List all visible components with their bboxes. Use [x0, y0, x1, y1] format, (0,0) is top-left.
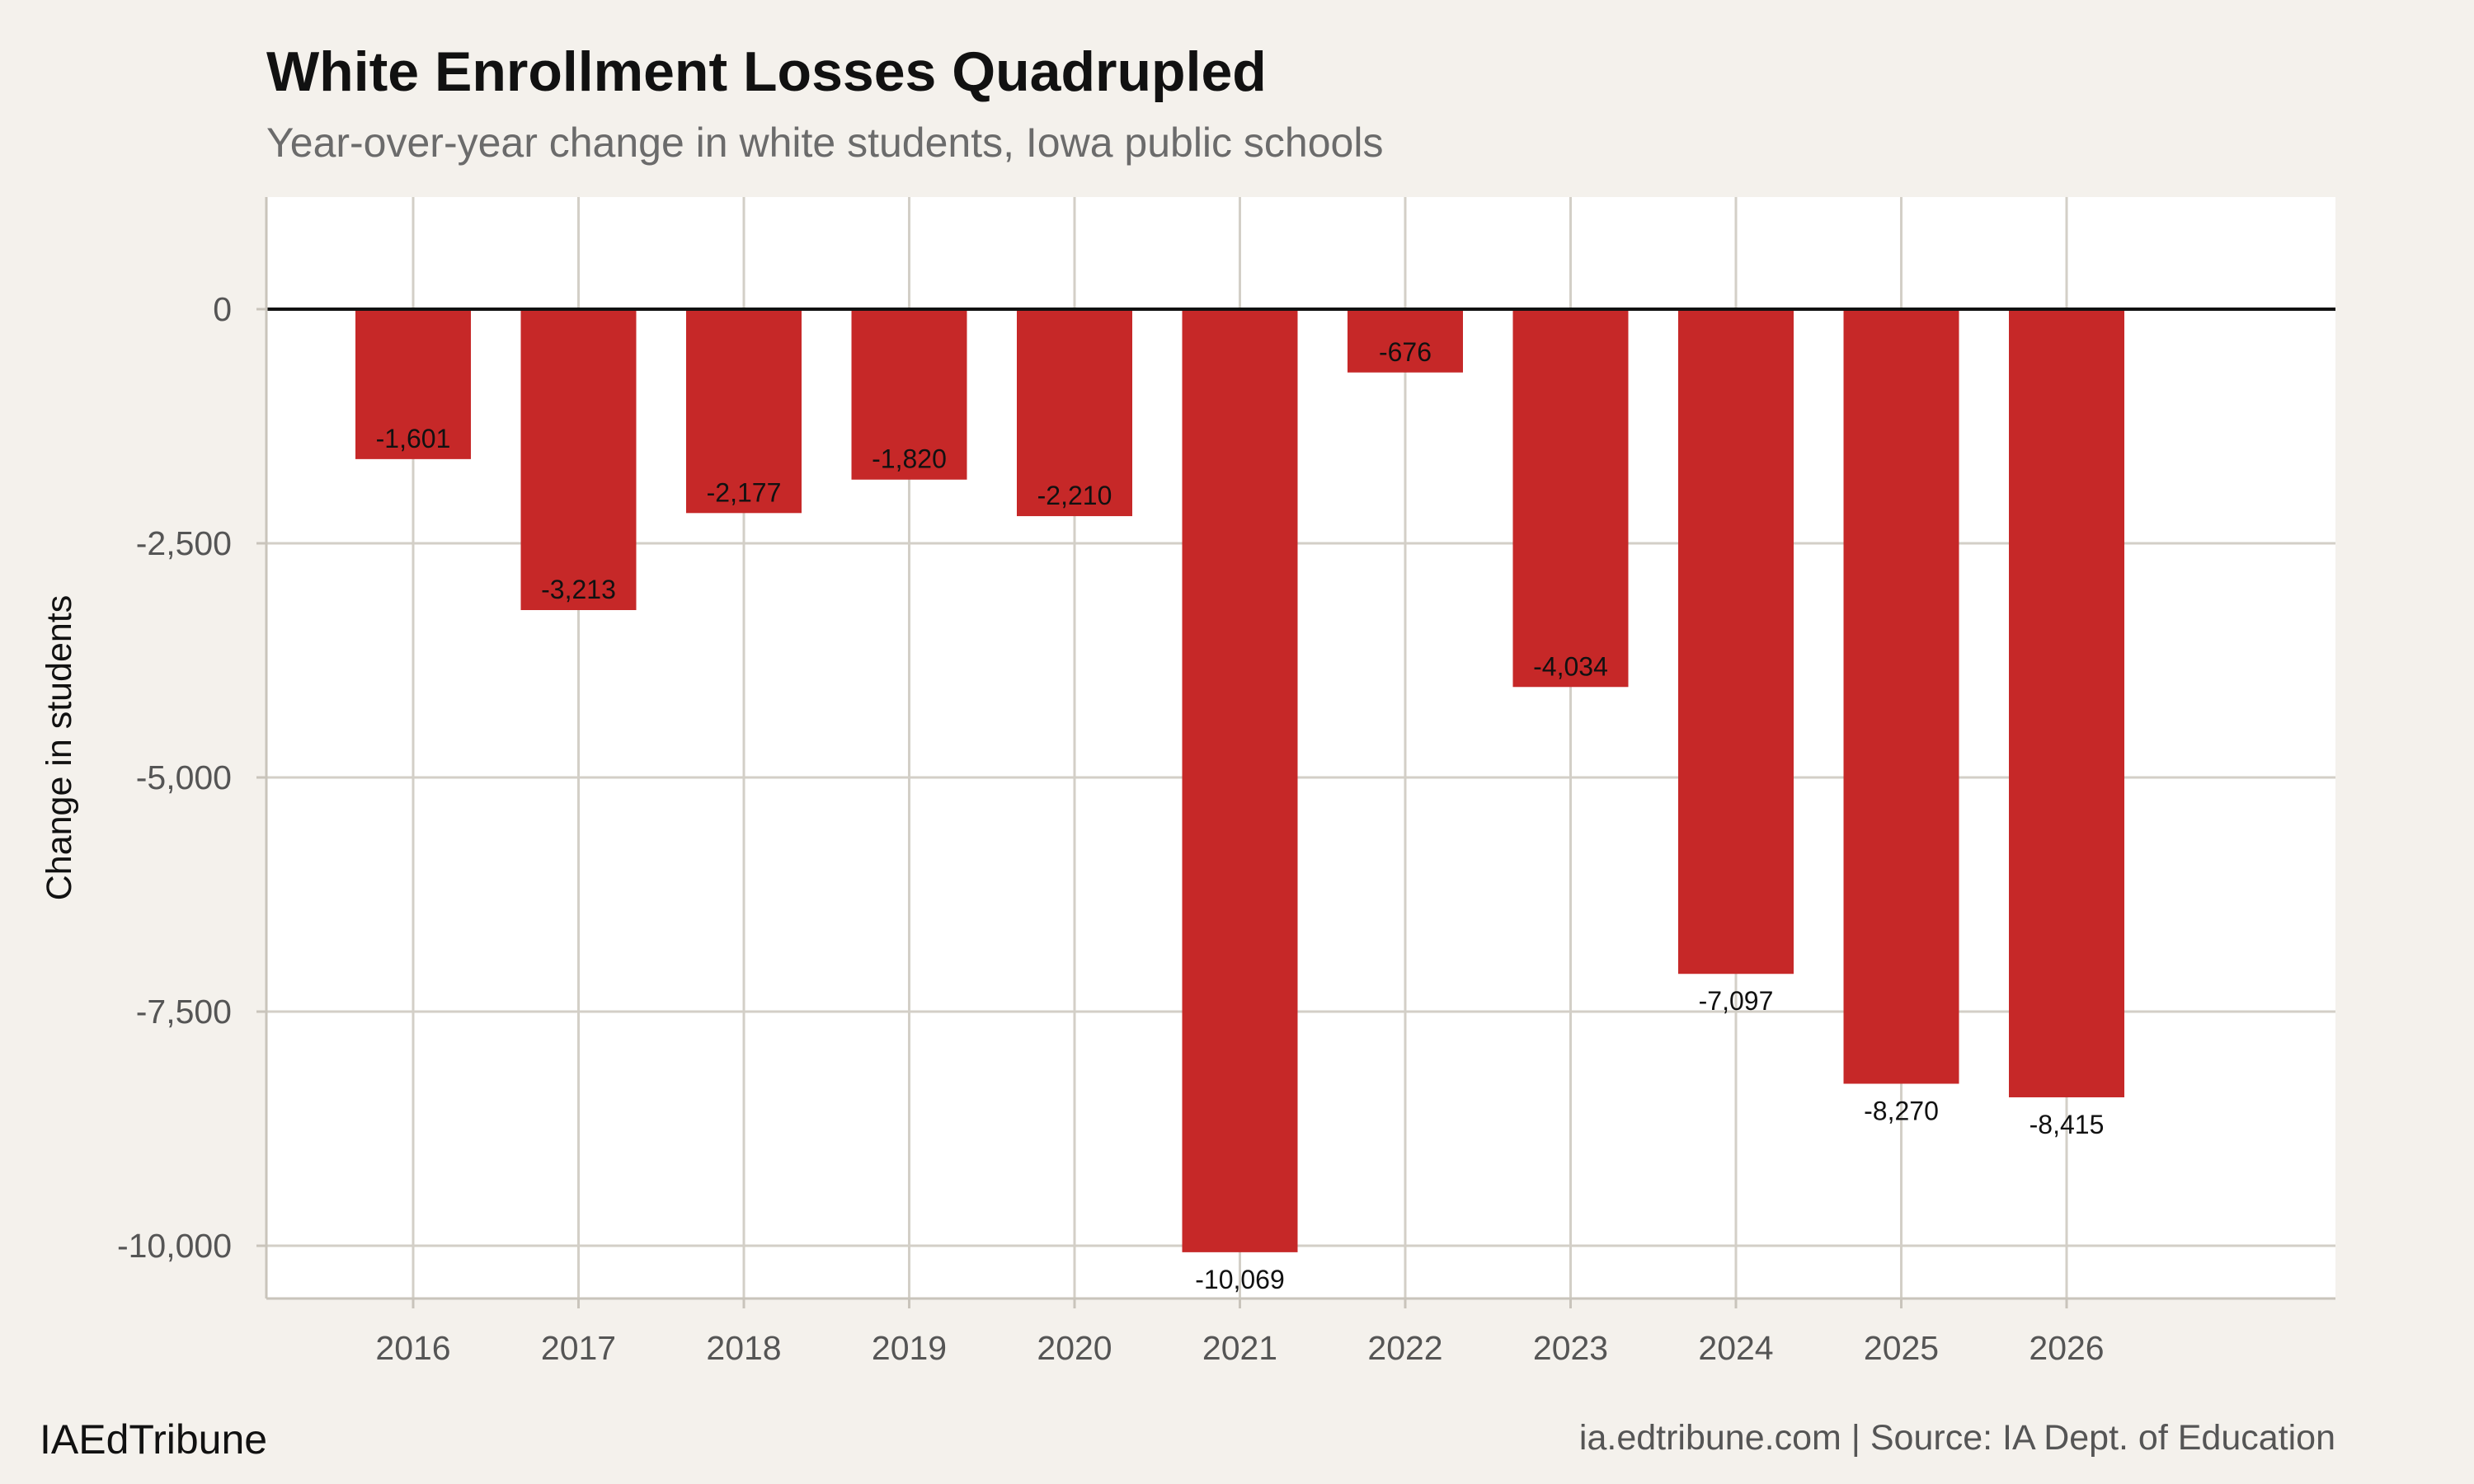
x-tick-label: 2024 [1698, 1329, 1773, 1367]
data-label-2016: -1,601 [376, 424, 451, 453]
x-tick-label: 2021 [1202, 1329, 1277, 1367]
bar-2018 [686, 308, 802, 514]
data-label-2026: -8,415 [2030, 1110, 2105, 1139]
y-tick-label: 0 [213, 290, 232, 328]
data-label-2018: -2,177 [707, 477, 782, 507]
bars [355, 308, 2124, 1252]
data-label-2022: -676 [1379, 337, 1432, 367]
x-tick-label: 2018 [706, 1329, 781, 1367]
y-tick-label: -10,000 [117, 1227, 232, 1265]
x-tick-label: 2026 [2029, 1329, 2104, 1367]
data-label-2019: -1,820 [872, 444, 947, 474]
x-tick-label: 2017 [541, 1329, 616, 1367]
data-label-2021: -10,069 [1195, 1265, 1285, 1294]
bar-2021 [1182, 308, 1298, 1252]
bar-2024 [1678, 308, 1794, 974]
y-tick-label: -5,000 [136, 758, 232, 796]
bar-2016 [355, 308, 471, 459]
x-tick-label: 2025 [1864, 1329, 1939, 1367]
data-label-2023: -4,034 [1533, 651, 1608, 681]
data-label-2017: -3,213 [541, 575, 616, 604]
footer-source: ia.edtribune.com | Source: IA Dept. of E… [1579, 1418, 2335, 1458]
bar-2020 [1017, 308, 1132, 517]
bar-2022 [1348, 308, 1463, 373]
chart-title: White Enrollment Losses Quadrupled [266, 40, 1267, 103]
bar-2025 [1843, 308, 1959, 1084]
bar-2017 [520, 308, 637, 610]
y-axis-label: Change in students [40, 595, 79, 901]
x-tick-label: 2022 [1367, 1329, 1442, 1367]
x-tick-label: 2019 [872, 1329, 947, 1367]
data-labels: -1,601 -3,213 -2,177 -1,820 -2,210 -10,069 -67… [376, 337, 2105, 1294]
y-tick-label: -2,500 [136, 524, 232, 562]
data-label-2020: -2,210 [1037, 481, 1112, 510]
x-axis-ticks: 2016 2017 2018 2019 2020 2021 2022 2023 2024 2025… [375, 1298, 2105, 1367]
footer-brand: IAEdTribune [40, 1416, 267, 1463]
data-label-2025: -8,270 [1864, 1097, 1939, 1126]
y-tick-label: -7,500 [136, 993, 232, 1031]
bar-2023 [1512, 308, 1629, 688]
y-axis-ticks: 0 -2,500 -5,000 -7,500 -10,000 [117, 290, 266, 1265]
x-tick-label: 2023 [1533, 1329, 1608, 1367]
data-label-2024: -7,097 [1699, 986, 1774, 1016]
chart-subtitle: Year-over-year change in white students,… [266, 120, 1383, 166]
x-tick-label: 2016 [375, 1329, 450, 1367]
bar-2026 [2009, 308, 2124, 1097]
bar-2019 [851, 308, 967, 480]
x-tick-label: 2020 [1037, 1329, 1112, 1367]
